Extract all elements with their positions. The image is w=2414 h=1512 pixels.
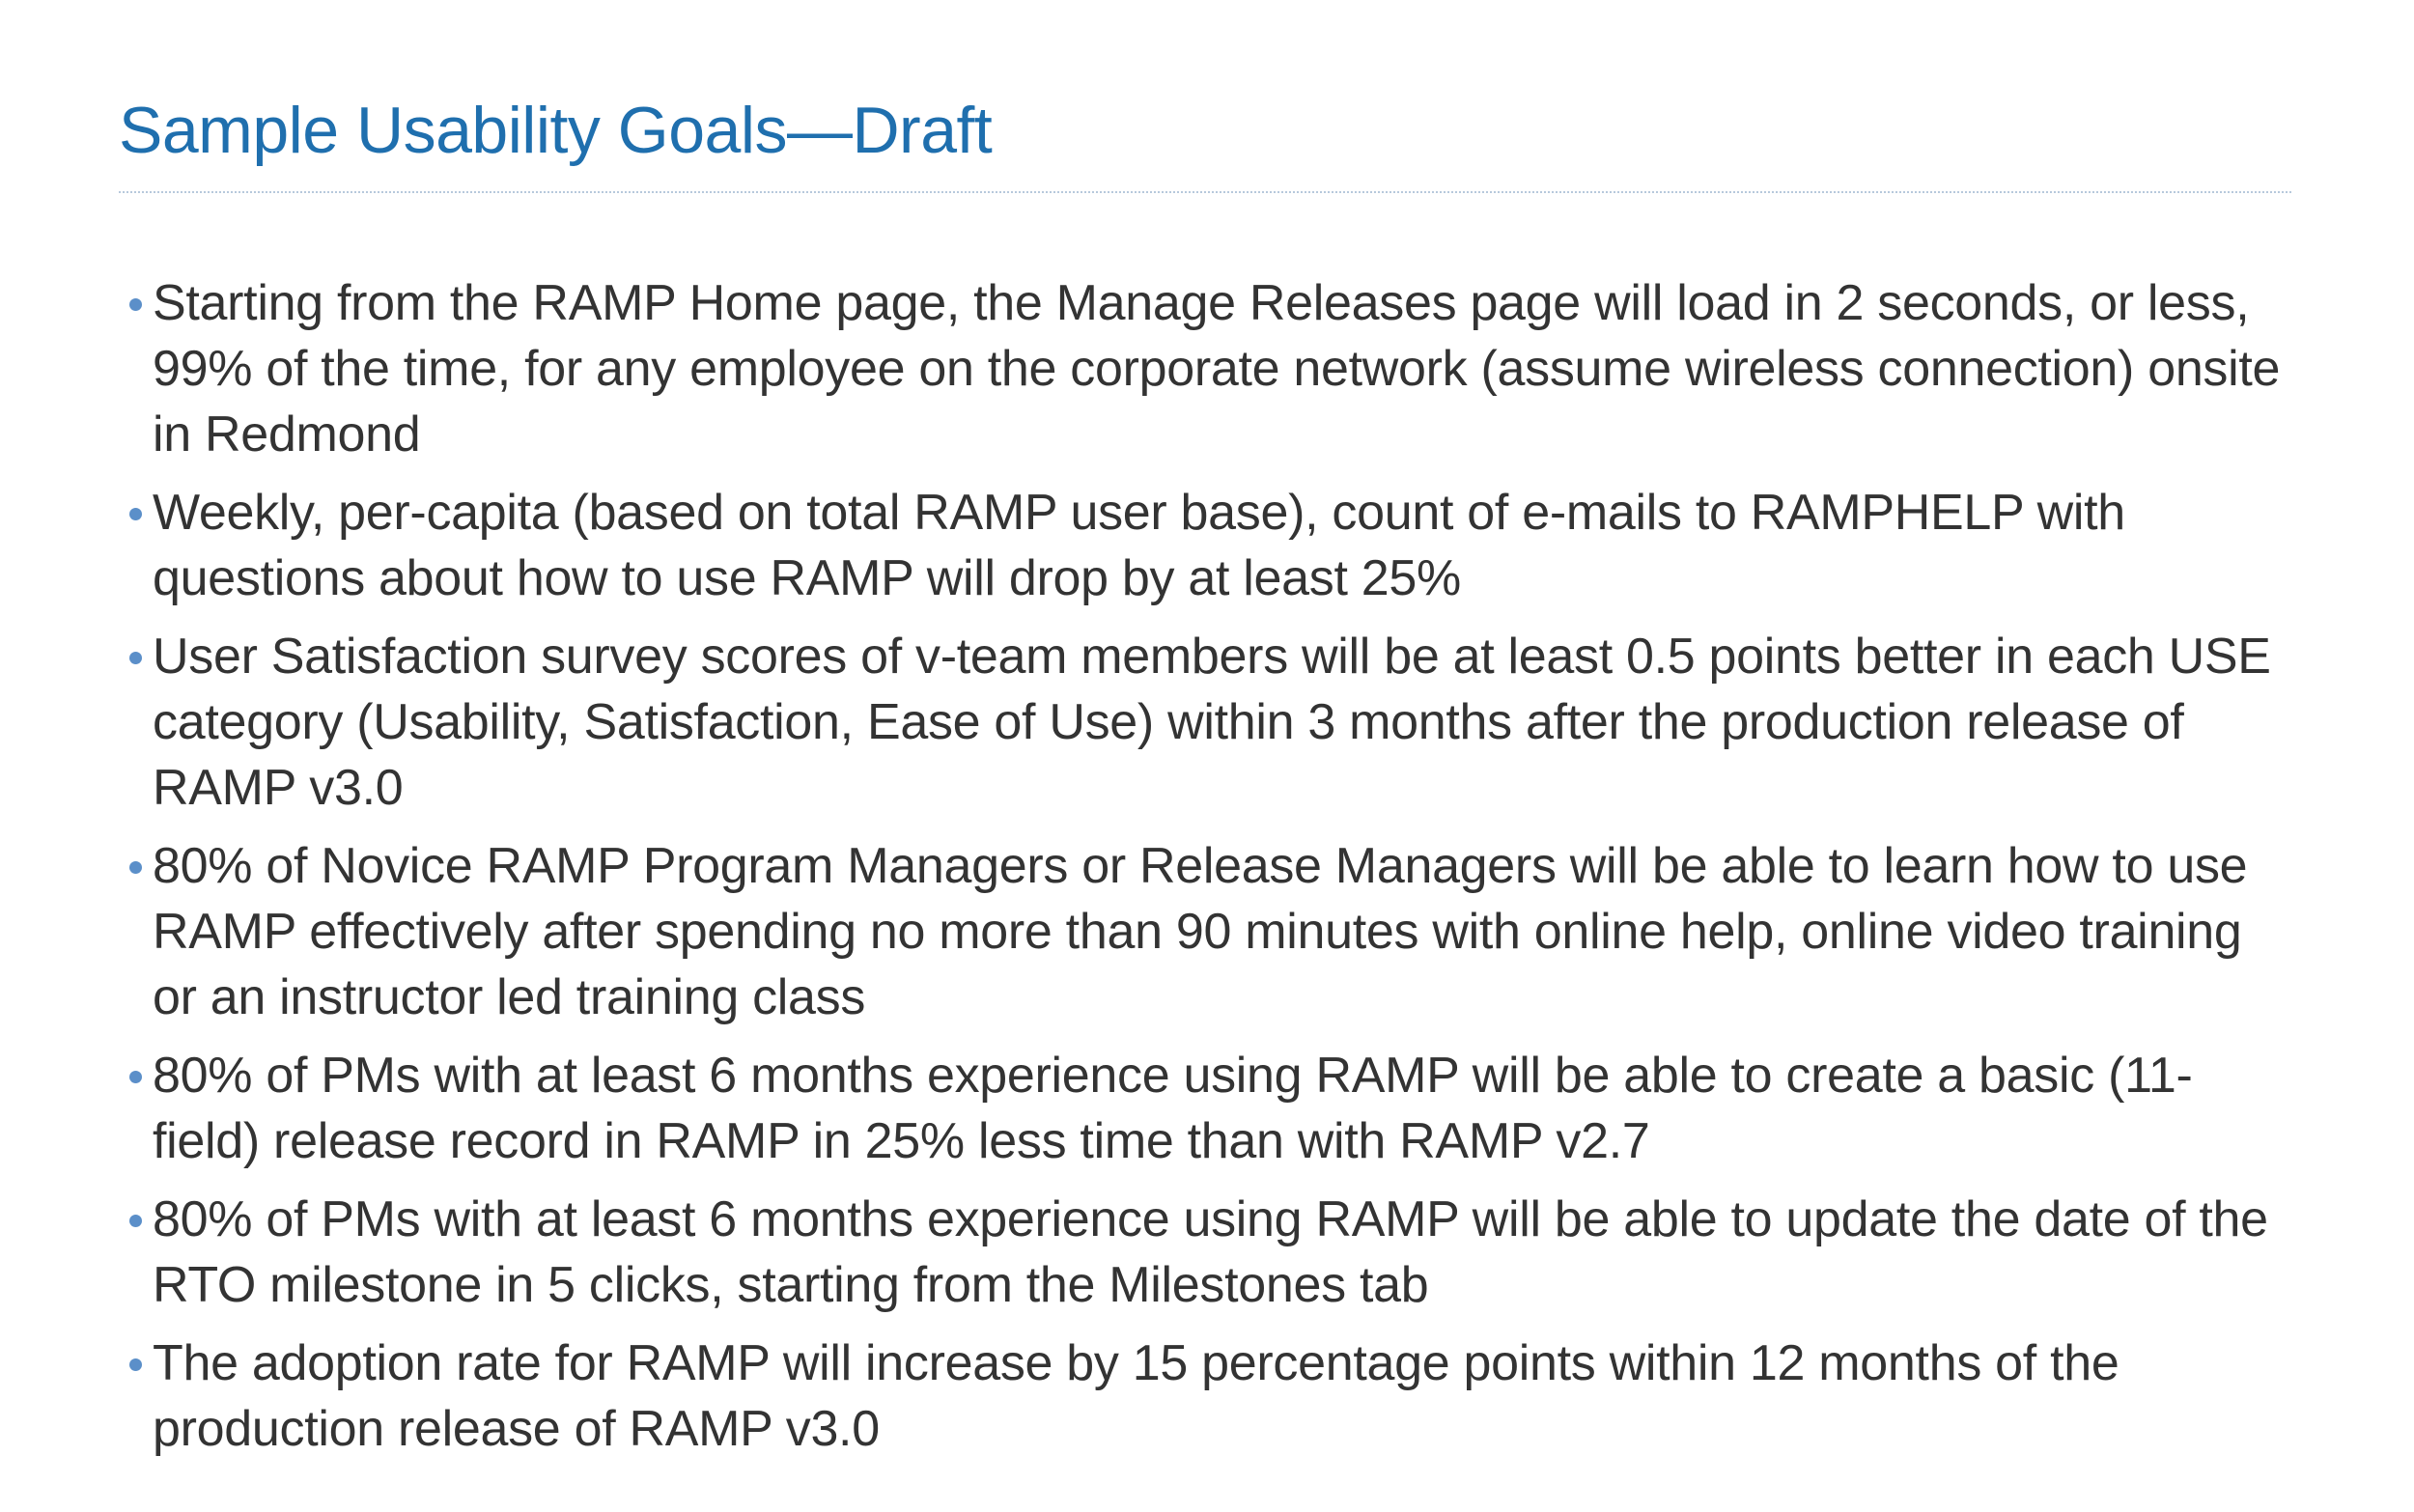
bullet-dot-icon (129, 861, 142, 874)
bullet-text: 80% of Novice RAMP Program Managers or R… (153, 838, 2248, 1025)
bullet-dot-icon (129, 508, 142, 520)
bullet-item: Weekly, per-capita (based on total RAMP … (126, 480, 2288, 611)
title-divider (119, 191, 2291, 193)
bullet-text: Starting from the RAMP Home page, the Ma… (153, 275, 2281, 462)
bullet-text: 80% of PMs with at least 6 months experi… (153, 1191, 2268, 1313)
bullet-item: User Satisfaction survey scores of v-tea… (126, 624, 2288, 821)
bullet-item: 80% of PMs with at least 6 months experi… (126, 1187, 2288, 1318)
bullet-text: Weekly, per-capita (based on total RAMP … (153, 485, 2125, 606)
bullet-item: 80% of PMs with at least 6 months experi… (126, 1043, 2288, 1174)
bullet-item: 80% of Novice RAMP Program Managers or R… (126, 833, 2288, 1030)
bullet-item: The adoption rate for RAMP will increase… (126, 1330, 2288, 1462)
bullet-dot-icon (129, 1358, 142, 1371)
bullet-text: User Satisfaction survey scores of v-tea… (153, 629, 2271, 816)
bullet-dot-icon (129, 1071, 142, 1083)
bullet-text: The adoption rate for RAMP will increase… (153, 1335, 2119, 1457)
bullet-text: 80% of PMs with at least 6 months experi… (153, 1048, 2193, 1169)
bullet-dot-icon (129, 298, 142, 311)
bullet-list: Starting from the RAMP Home page, the Ma… (126, 270, 2288, 1474)
slide-title: Sample Usability Goals—Draft (119, 94, 993, 167)
bullet-dot-icon (129, 652, 142, 664)
bullet-item: Starting from the RAMP Home page, the Ma… (126, 270, 2288, 467)
bullet-dot-icon (129, 1215, 142, 1227)
